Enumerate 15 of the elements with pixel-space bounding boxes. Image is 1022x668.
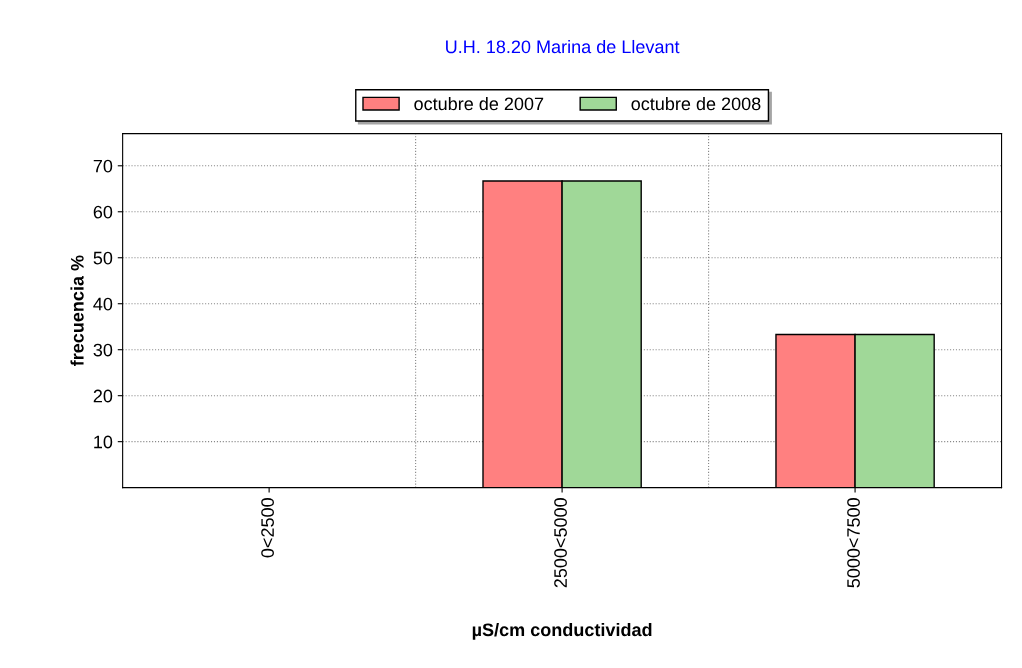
- x-tick-label: 2500<5000: [554, 498, 567, 588]
- y-axis-title: frecuencia %: [70, 255, 84, 367]
- legend-label: octubre de 2008: [631, 96, 761, 111]
- y-tick-label: 60: [93, 205, 113, 219]
- y-tick-label: 10: [94, 435, 113, 449]
- x-axis-title: µS/cm conductividad: [472, 622, 652, 640]
- y-tick-label: 30: [93, 343, 113, 357]
- legend-label: octubre de 2007: [414, 96, 544, 111]
- x-tick-label: 5000<7500: [847, 498, 860, 588]
- y-tick-label: 70: [93, 159, 113, 173]
- y-tick-label: 50: [93, 251, 113, 265]
- chart-title: U.H. 18.20 Marina de Llevant: [446, 39, 680, 54]
- y-tick-label: 40: [93, 297, 113, 311]
- y-tick-label: 20: [93, 389, 113, 403]
- x-tick-label: 0<2500: [261, 498, 274, 558]
